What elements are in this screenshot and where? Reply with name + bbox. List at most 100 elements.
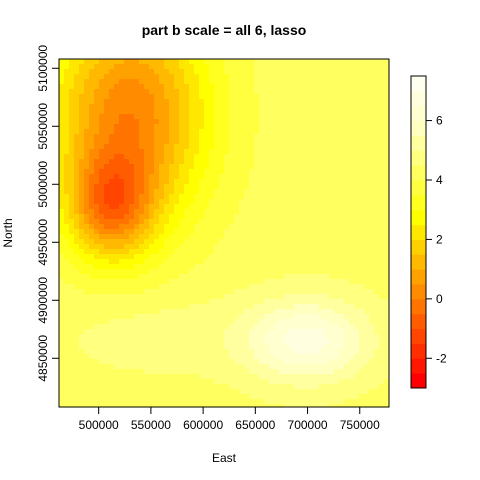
- heatmap-cell: [254, 264, 260, 270]
- heatmap-cell: [239, 214, 245, 220]
- heatmap-cell: [134, 379, 140, 385]
- heatmap-cell: [374, 189, 380, 195]
- heatmap-cell: [279, 189, 285, 195]
- heatmap-cell: [334, 249, 340, 255]
- heatmap-cell: [154, 174, 160, 180]
- heatmap-cell: [74, 119, 80, 125]
- heatmap-cell: [319, 104, 325, 110]
- heatmap-cell: [99, 124, 105, 130]
- heatmap-cell: [304, 304, 310, 310]
- heatmap-cell: [309, 99, 315, 105]
- heatmap-cell: [199, 194, 205, 200]
- heatmap-cell: [309, 124, 315, 130]
- heatmap-cell: [249, 234, 255, 240]
- heatmap-cell: [94, 404, 100, 408]
- heatmap-cell: [59, 164, 65, 170]
- heatmap-cell: [89, 259, 95, 265]
- heatmap-cell: [269, 349, 275, 355]
- heatmap-cell: [349, 349, 355, 355]
- heatmap-cell: [214, 199, 220, 205]
- heatmap-cell: [244, 194, 250, 200]
- heatmap-cell: [59, 294, 65, 300]
- heatmap-cell: [199, 229, 205, 235]
- heatmap-cell: [374, 129, 380, 135]
- heatmap-cell: [109, 364, 115, 370]
- heatmap-cell: [84, 314, 90, 320]
- heatmap-cell: [374, 99, 380, 105]
- heatmap-cell: [284, 389, 290, 395]
- heatmap-cell: [384, 214, 390, 220]
- heatmap-cell: [59, 304, 65, 310]
- heatmap-cell: [94, 229, 100, 235]
- heatmap-cell: [84, 74, 90, 80]
- heatmap-cell: [159, 194, 165, 200]
- heatmap-cell: [169, 259, 175, 265]
- heatmap-cell: [129, 379, 135, 385]
- heatmap-cell: [284, 264, 290, 270]
- heatmap-cell: [114, 349, 120, 355]
- heatmap-cell: [119, 319, 125, 325]
- heatmap-cell: [129, 89, 135, 95]
- heatmap-cell: [274, 319, 280, 325]
- heatmap-cell: [364, 344, 370, 350]
- heatmap-cell: [79, 384, 85, 390]
- heatmap-cell: [204, 229, 210, 235]
- heatmap-cell: [264, 344, 270, 350]
- heatmap-cell: [244, 69, 250, 75]
- heatmap-cell: [214, 89, 220, 95]
- heatmap-cell: [199, 314, 205, 320]
- heatmap-cell: [74, 299, 80, 305]
- heatmap-cell: [134, 144, 140, 150]
- heatmap-cell: [254, 99, 260, 105]
- heatmap-cell: [354, 264, 360, 270]
- heatmap-cell: [329, 184, 335, 190]
- heatmap-cell: [309, 219, 315, 225]
- heatmap-cell: [159, 369, 165, 375]
- heatmap-cell: [199, 389, 205, 395]
- heatmap-cell: [359, 374, 365, 380]
- heatmap-cell: [294, 379, 300, 385]
- heatmap-cell: [209, 274, 215, 280]
- heatmap-cell: [239, 59, 245, 65]
- heatmap-cell: [294, 349, 300, 355]
- heatmap-cell: [339, 59, 345, 65]
- heatmap-cell: [319, 79, 325, 85]
- heatmap-cell: [129, 64, 135, 70]
- heatmap-cell: [139, 94, 145, 100]
- heatmap-cell: [334, 169, 340, 175]
- heatmap-cell: [309, 189, 315, 195]
- heatmap-cell: [159, 354, 165, 360]
- heatmap-cell: [189, 249, 195, 255]
- heatmap-cell: [354, 364, 360, 370]
- heatmap-cell: [259, 89, 265, 95]
- heatmap-cell: [209, 294, 215, 300]
- heatmap-cell: [179, 184, 185, 190]
- heatmap-cell: [244, 189, 250, 195]
- heatmap-cell: [289, 299, 295, 305]
- heatmap-cell: [264, 314, 270, 320]
- heatmap-cell: [349, 329, 355, 335]
- heatmap-cell: [254, 129, 260, 135]
- heatmap-cell: [334, 99, 340, 105]
- heatmap-cell: [84, 159, 90, 165]
- heatmap-cell: [379, 234, 385, 240]
- heatmap-cell: [374, 339, 380, 345]
- heatmap-cell: [94, 69, 100, 75]
- heatmap-cell: [149, 359, 155, 365]
- heatmap-cell: [264, 374, 270, 380]
- heatmap-cell: [239, 184, 245, 190]
- heatmap-cell: [289, 309, 295, 315]
- heatmap-cell: [334, 214, 340, 220]
- heatmap-cell: [284, 294, 290, 300]
- heatmap-cell: [284, 59, 290, 65]
- heatmap-cell: [169, 264, 175, 270]
- heatmap-cell: [59, 224, 65, 230]
- heatmap-cell: [199, 274, 205, 280]
- heatmap-cell: [224, 394, 230, 400]
- heatmap-cell: [329, 194, 335, 200]
- heatmap-cell: [284, 89, 290, 95]
- heatmap-cell: [79, 129, 85, 135]
- heatmap-cell: [329, 119, 335, 125]
- heatmap-cell: [314, 189, 320, 195]
- heatmap-cell: [294, 234, 300, 240]
